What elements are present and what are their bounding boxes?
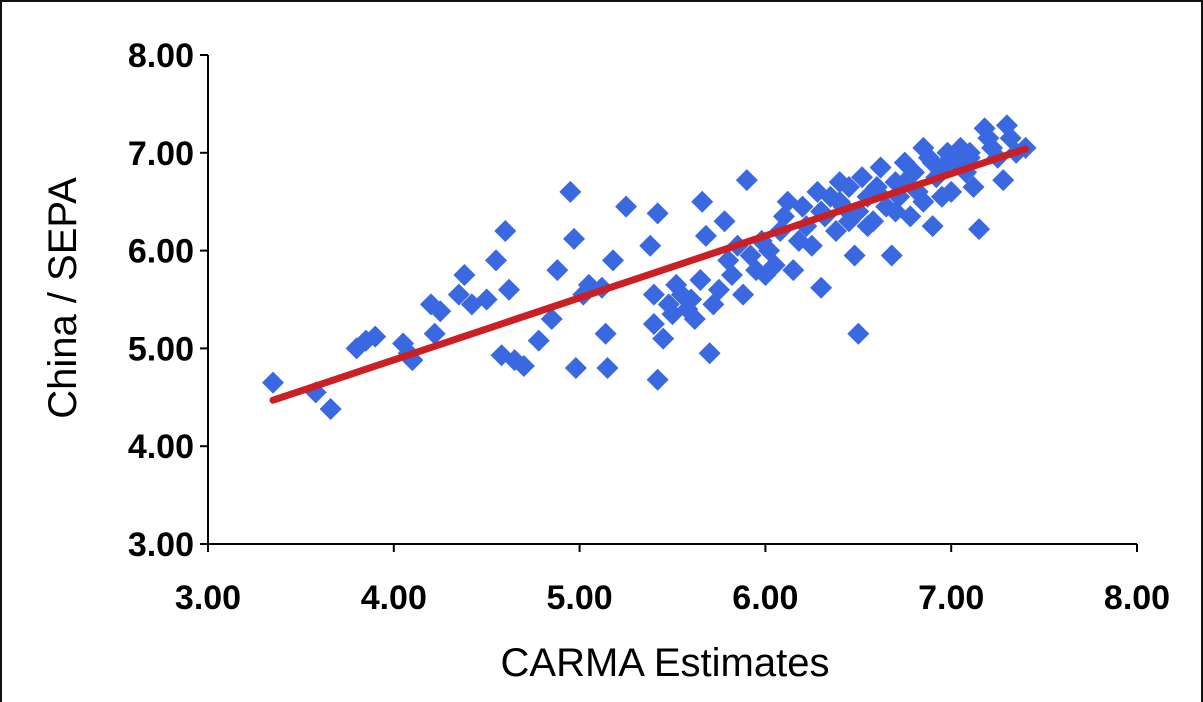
scatter-point: [563, 227, 586, 250]
scatter-point: [615, 195, 638, 218]
scatter-point: [884, 200, 907, 223]
scatter-point: [512, 355, 535, 378]
scatter-point: [838, 176, 861, 199]
scatter-point: [843, 244, 866, 267]
scatter-point: [921, 215, 944, 238]
scatter-point: [364, 325, 387, 348]
scatter-point: [694, 224, 717, 247]
x-tick-label: 7.00: [918, 579, 984, 617]
scatter-point: [713, 210, 736, 233]
scatter-point: [652, 327, 675, 350]
scatter-point: [447, 283, 470, 306]
scatter-point: [735, 169, 758, 192]
scatter-point: [639, 234, 662, 257]
scatter-point: [763, 254, 786, 277]
scatter-point: [540, 308, 563, 331]
x-tick-label: 3.00: [175, 579, 241, 617]
scatter-point: [810, 276, 833, 299]
x-tick-label: 6.00: [732, 579, 798, 617]
y-tick-label: 4.00: [128, 428, 194, 466]
scatter-point: [602, 249, 625, 272]
y-tick-label: 7.00: [128, 135, 194, 173]
scatter-point: [930, 185, 953, 208]
scatter-point: [564, 356, 587, 379]
scatter-point: [646, 202, 669, 225]
scatter-point: [642, 312, 665, 335]
scatter-point: [453, 264, 476, 287]
scatter-point: [429, 300, 452, 323]
scatter-point: [732, 283, 755, 306]
scatter-point: [594, 322, 617, 345]
scatter-point: [940, 146, 963, 169]
scatter-point: [494, 220, 517, 243]
scatter-point: [791, 195, 814, 218]
scatter-point: [546, 259, 569, 282]
scatter-point: [869, 156, 892, 179]
y-axis-title: China / SEPA: [41, 177, 85, 419]
scatter-point: [782, 259, 805, 282]
scatter-point: [698, 342, 721, 365]
scatter-point: [689, 268, 712, 291]
x-tick-label: 5.00: [547, 579, 613, 617]
scatter-point: [856, 215, 879, 238]
scatter-point: [912, 190, 935, 213]
x-tick-label: 4.00: [361, 579, 427, 617]
axes: 3.00 4.00 5.00 6.00 7.00 8.00 3.00 4.00 5.00 6.00…: [128, 37, 1170, 617]
scatter-point: [527, 329, 550, 352]
scatter-point: [720, 264, 743, 287]
scatter-point: [319, 398, 342, 421]
scatter-point: [683, 308, 706, 331]
y-tick-label: 8.00: [128, 37, 194, 75]
scatter-point: [646, 368, 669, 391]
scatter-point: [921, 151, 944, 174]
scatter-point: [559, 180, 582, 203]
x-tick-label: 8.00: [1104, 579, 1170, 617]
scatter-point: [490, 344, 513, 367]
scatter-point: [707, 278, 730, 301]
scatter-point: [962, 176, 985, 199]
trend-line: [269, 145, 1030, 404]
scatter-point: [680, 288, 703, 311]
scatter-point: [484, 249, 507, 272]
scatter-point: [642, 283, 665, 306]
y-tick-label: 5.00: [128, 330, 194, 368]
scatter-point: [262, 371, 285, 394]
scatter-point: [691, 190, 714, 213]
scatter-point: [825, 220, 848, 243]
scatter-point: [475, 288, 498, 311]
y-tick-label: 6.00: [128, 233, 194, 271]
y-tick-label: 3.00: [128, 526, 194, 564]
scatter-point: [880, 244, 903, 267]
data-marks: [262, 114, 1037, 421]
scatter-point: [423, 322, 446, 345]
scatter-point: [968, 218, 991, 241]
scatter-point: [851, 166, 874, 189]
scatter-point: [596, 356, 619, 379]
scatter-point: [958, 141, 981, 164]
scatter-point: [497, 278, 520, 301]
scatter-point: [800, 234, 823, 257]
scatter-point: [992, 169, 1015, 192]
scatter-point: [847, 322, 870, 345]
x-axis-title: CARMA Estimates: [501, 641, 830, 685]
scatter-point: [838, 210, 861, 233]
